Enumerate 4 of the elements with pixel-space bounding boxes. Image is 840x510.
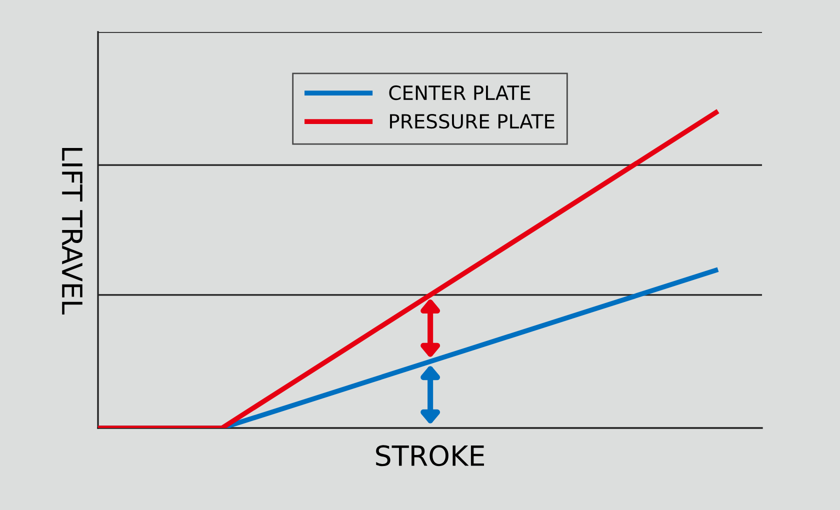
legend-label: PRESSURE PLATE <box>390 114 554 129</box>
legend-label: CENTER PLATE <box>389 85 530 100</box>
y-axis-title: LIFT TRAVEL <box>62 148 82 315</box>
x-axis-title: STROKE <box>376 445 484 466</box>
